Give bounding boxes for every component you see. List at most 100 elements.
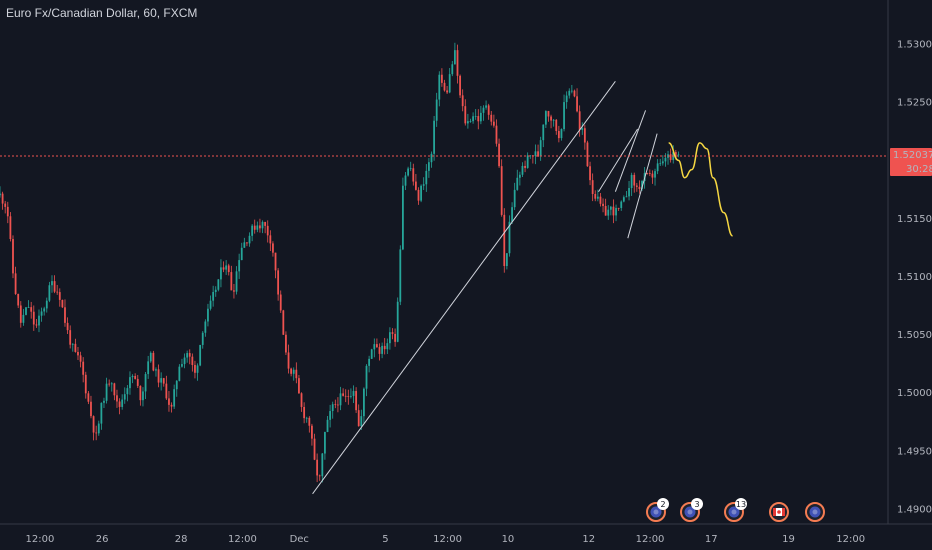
canada-flag-icon[interactable] (769, 502, 789, 522)
candle-body (51, 281, 53, 286)
event-flag-icon[interactable]: 2 (646, 498, 669, 522)
candle-body (355, 391, 358, 411)
candle-body (225, 265, 228, 270)
candle-body (191, 356, 194, 366)
price-tick-label: 1.51000 (897, 272, 932, 283)
candle-body (274, 252, 277, 271)
candle-body (220, 267, 222, 280)
candle-body (407, 168, 409, 176)
candle-body (253, 225, 256, 230)
price-tag-countdown: 30:28 (906, 164, 932, 175)
candle-body (402, 185, 404, 250)
trendline[interactable] (627, 133, 658, 239)
candle-body (391, 332, 394, 334)
candle-body (116, 395, 118, 402)
candle-body (344, 395, 347, 397)
candle-body (298, 378, 300, 394)
trendline[interactable] (614, 110, 647, 192)
candle-body (303, 406, 306, 419)
candle-body (209, 300, 212, 309)
candle-body (383, 345, 386, 350)
candle-body (373, 344, 376, 350)
candle-body (90, 401, 92, 417)
candle-body (350, 395, 352, 397)
candle-body (368, 358, 371, 366)
candle-body (609, 206, 612, 210)
candle-body (1, 193, 4, 204)
candle-body (334, 404, 337, 406)
candle-body (329, 411, 332, 420)
candle-body (121, 399, 124, 407)
candle-body (45, 300, 48, 309)
candle-body (178, 366, 181, 381)
time-axis[interactable]: 12:00 26 28 12:00 Dec 5 12:00 10 12 12:00 17 19 12:0… (26, 534, 866, 545)
candle-body (542, 124, 545, 141)
time-tick-label: 12:00 (636, 534, 665, 545)
candle-body (48, 285, 51, 301)
candle-body (92, 416, 95, 433)
candle-body (435, 99, 438, 121)
event-flag-icon[interactable] (805, 502, 825, 522)
price-axis[interactable]: 1.530001.525001.520001.515001.510001.505… (897, 40, 932, 516)
candle-body (443, 82, 446, 91)
candle-body (498, 143, 500, 167)
candle-body (136, 378, 139, 386)
price-tick-label: 1.50000 (897, 388, 932, 399)
candle-body (656, 163, 659, 172)
candle-body (308, 417, 311, 426)
current-price-tag: 1.52037 30:28 (890, 148, 932, 177)
candle-body (386, 343, 389, 350)
time-tick-label: 10 (502, 534, 515, 545)
trendline-group[interactable] (312, 81, 658, 495)
candle-body (500, 166, 503, 215)
candle-body (331, 404, 334, 412)
candle-body (453, 50, 456, 65)
event-markers[interactable]: 2 3 13 (646, 498, 825, 522)
candle-body (287, 352, 290, 369)
candle-body (38, 315, 40, 326)
candle-body (316, 459, 319, 476)
candle-body (261, 221, 264, 229)
candle-body (58, 292, 61, 300)
trendline[interactable] (598, 128, 639, 192)
candle-body (586, 142, 589, 167)
event-flag-icon[interactable]: 3 (680, 498, 703, 522)
candle-body (165, 383, 168, 399)
candle-body (256, 225, 259, 230)
candle-body (524, 165, 526, 168)
candle-body (71, 343, 74, 345)
candle-body (433, 120, 435, 154)
candle-body (594, 193, 597, 199)
time-tick-label: 12:00 (433, 534, 462, 545)
candle-body (152, 352, 155, 371)
candle-body (27, 307, 30, 308)
candle-body (248, 235, 251, 244)
candle-body (30, 307, 33, 312)
candle-body (534, 151, 537, 157)
projection-curve[interactable] (668, 142, 734, 237)
candle-body (162, 378, 165, 384)
candle-body (194, 365, 196, 373)
candle-body (282, 310, 285, 335)
trendline[interactable] (312, 81, 616, 495)
candle-body (264, 221, 267, 226)
candle-body (61, 299, 64, 308)
candle-body (581, 128, 584, 130)
candle-body (77, 351, 79, 356)
candle-body (201, 332, 204, 345)
event-count-badge (691, 498, 703, 510)
candle-body (659, 163, 662, 165)
candle-body (404, 175, 407, 186)
candle-body (376, 344, 378, 348)
candle-body (357, 410, 360, 427)
event-flag-icon[interactable]: 13 (724, 498, 747, 522)
candle-body (495, 125, 498, 144)
candle-body (425, 170, 428, 185)
candle-body (461, 95, 464, 107)
candle-body (589, 166, 591, 181)
candle-body (529, 155, 532, 157)
candle-body (394, 333, 397, 342)
candle-body (638, 186, 641, 190)
candle-body (53, 281, 56, 292)
